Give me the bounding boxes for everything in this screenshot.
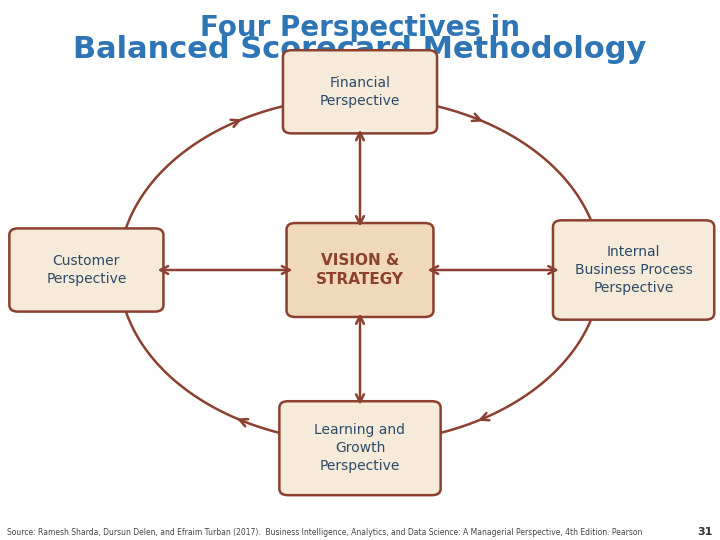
FancyBboxPatch shape: [283, 50, 437, 133]
Text: Learning and
Growth
Perspective: Learning and Growth Perspective: [315, 423, 405, 473]
Text: Balanced Scorecard Methodology: Balanced Scorecard Methodology: [73, 35, 647, 64]
Text: Source: Ramesh Sharda, Dursun Delen, and Efraim Turban (2017).  Business Intelli: Source: Ramesh Sharda, Dursun Delen, and…: [7, 528, 642, 537]
Text: Four Perspectives in: Four Perspectives in: [200, 14, 520, 42]
FancyBboxPatch shape: [553, 220, 714, 320]
Text: Internal
Business Process
Perspective: Internal Business Process Perspective: [575, 245, 693, 295]
Text: VISION &
STRATEGY: VISION & STRATEGY: [316, 253, 404, 287]
Text: Financial
Perspective: Financial Perspective: [320, 76, 400, 107]
Text: Customer
Perspective: Customer Perspective: [46, 254, 127, 286]
FancyBboxPatch shape: [287, 223, 433, 317]
Text: 31: 31: [698, 527, 713, 537]
FancyBboxPatch shape: [279, 401, 441, 495]
FancyBboxPatch shape: [9, 228, 163, 312]
